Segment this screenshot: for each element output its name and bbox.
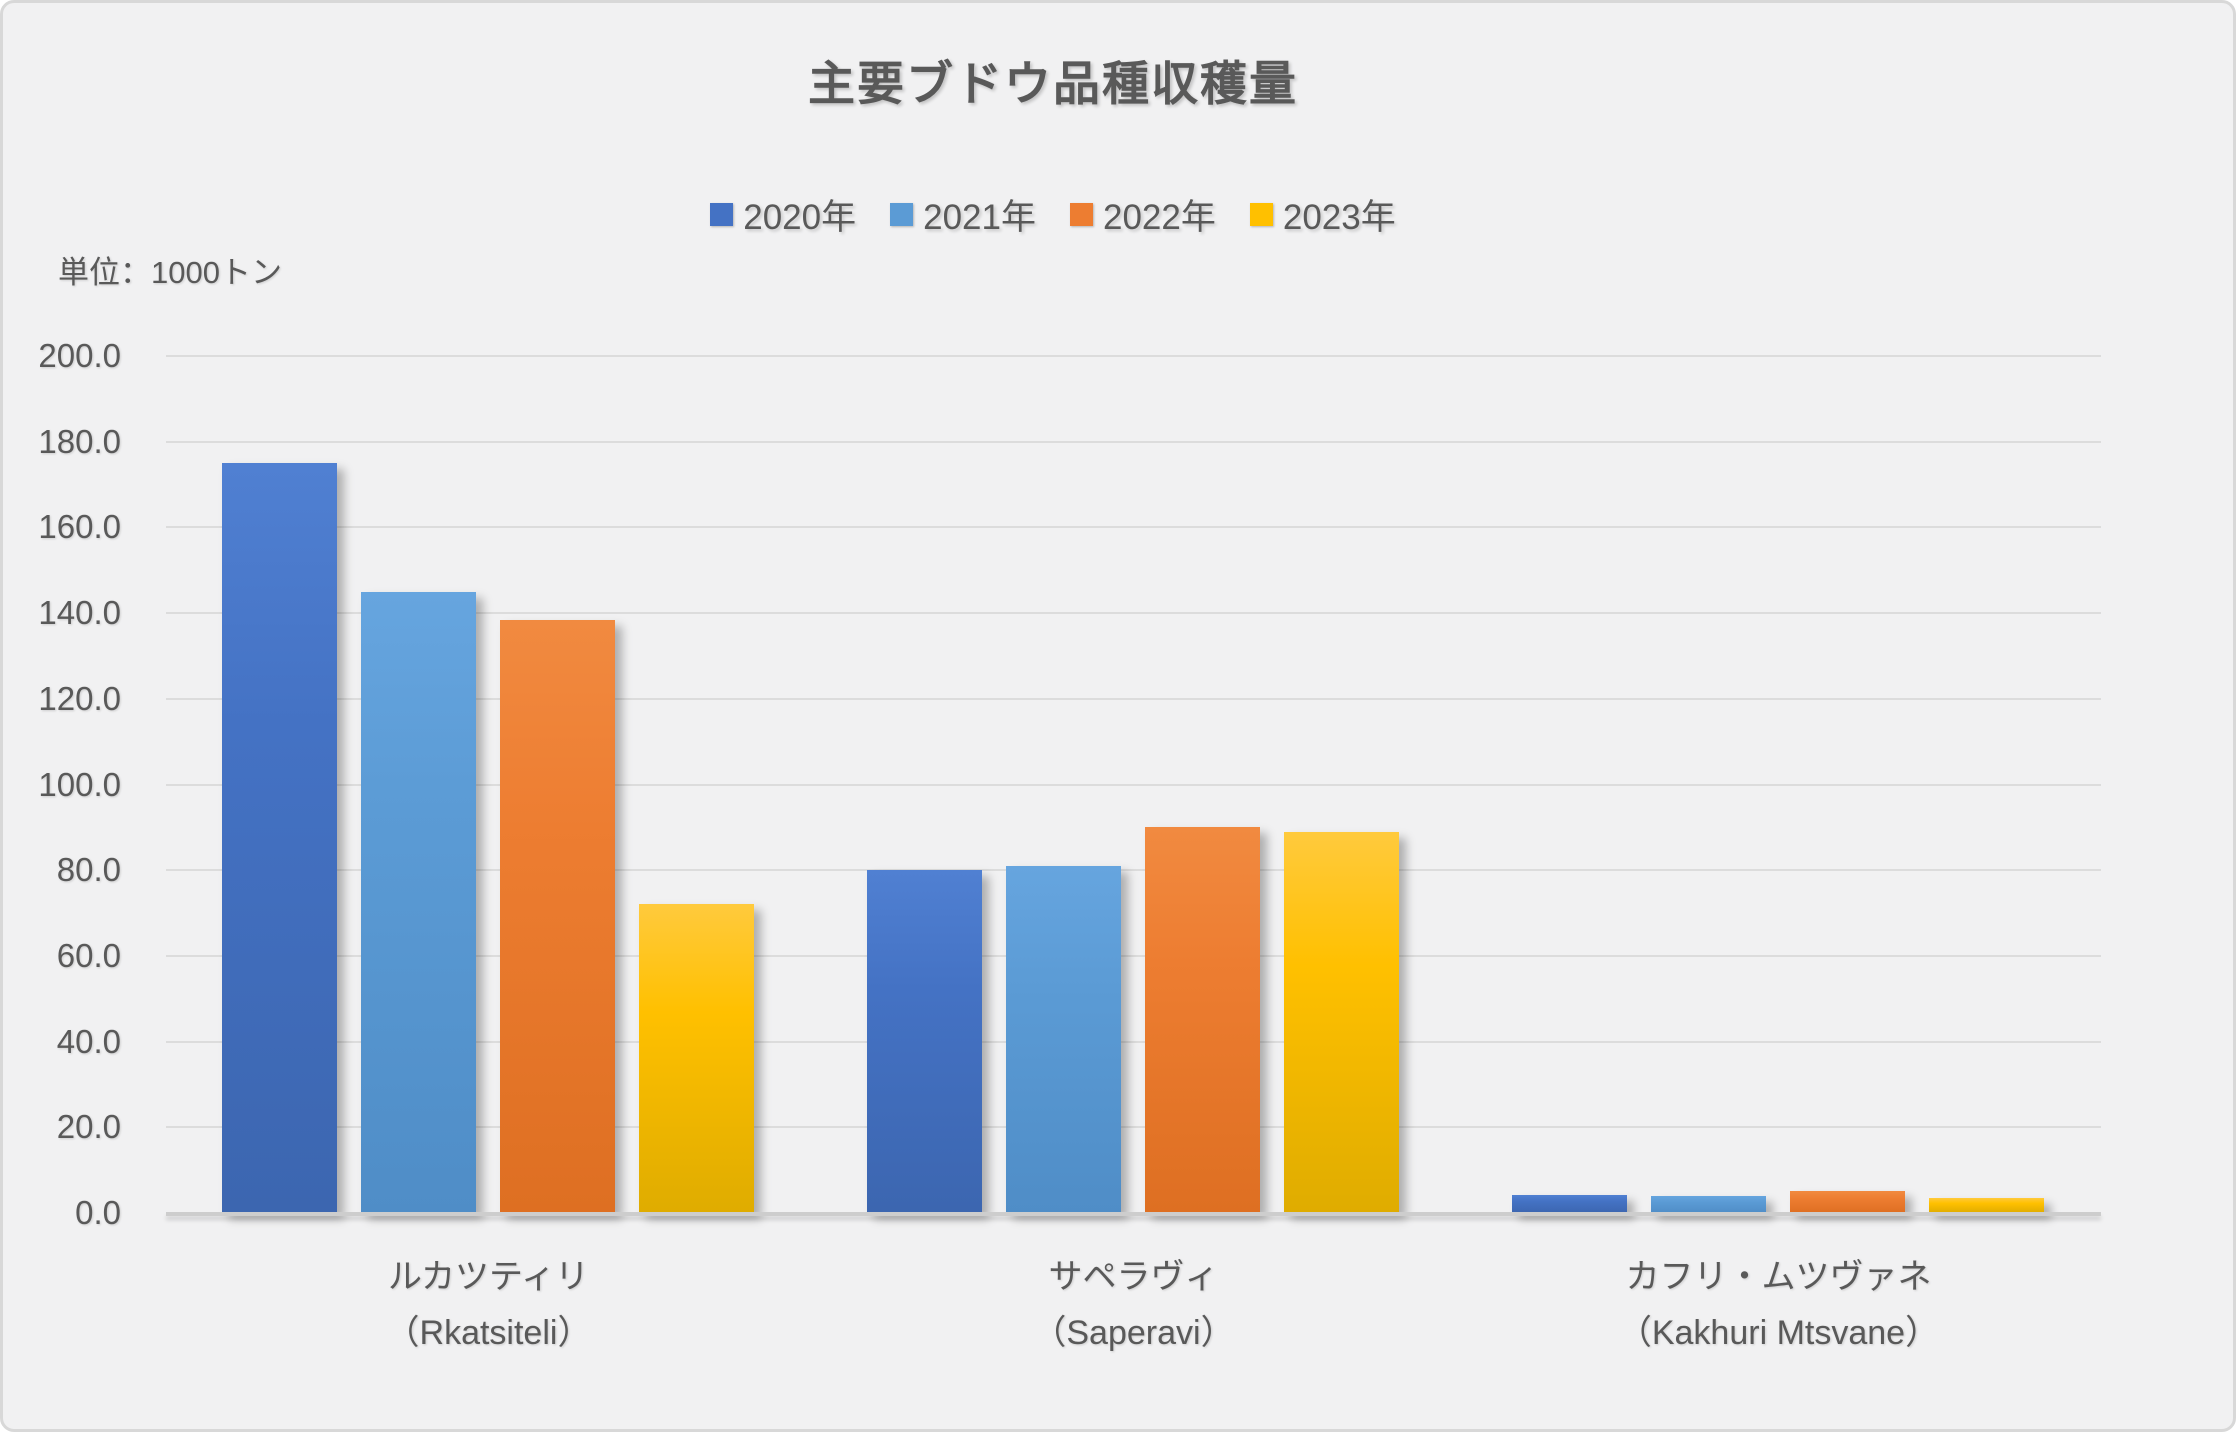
bar-2020年-category-3 [1512,1194,1628,1213]
y-tick-label: 80.0 [56,851,121,889]
y-tick-label: 140.0 [38,594,121,632]
y-tick-label: 200.0 [38,337,121,374]
unit-label: 単位：1000トン [58,255,282,290]
gridline [166,612,2101,615]
legend-swatch-icon [1249,203,1273,226]
category-name-en: （Kakhuri Mtsvane） [1617,1314,1940,1352]
bar-2022年-category-1 [500,619,616,1213]
x-axis-label-2: サペラヴィ （Saperavi） [811,1249,1456,1361]
y-axis-labels: 200.0 180.0 160.0 140.0 120.0 100.0 80.0 60.0 40… [3,337,121,1231]
y-tick-label: 0.0 [75,1194,121,1231]
y-tick-label: 60.0 [56,936,121,974]
bar-2023年-category-2 [1284,831,1400,1213]
bar-2020年-category-1 [222,463,338,1213]
bar-2023年-category-1 [639,904,755,1213]
x-axis-labels: ルカツティリ （Rkatsiteli） サペラヴィ （Saperavi） カフリ・ムツヴ… [166,1249,2101,1361]
legend: 2020年 2021年 2022年 2023年 [3,189,2103,240]
x-axis-label-1: ルカツティリ （Rkatsiteli） [166,1249,811,1361]
bar-2020年-category-2 [867,870,983,1213]
legend-label: 2020年 [743,198,857,237]
category-name-jp: ルカツティリ [388,1258,589,1296]
legend-item-2021年: 2021年 [890,189,1036,240]
bar-2023年-category-3 [1929,1198,2045,1213]
y-tick-label: 100.0 [38,765,121,803]
x-axis-line [166,1212,2101,1216]
bar-2021年-category-2 [1006,865,1122,1213]
legend-label: 2022年 [1103,198,1216,237]
bar-2021年-category-1 [361,591,477,1213]
gridline [166,1126,2101,1129]
legend-label: 2021年 [923,198,1036,237]
gridline [166,440,2101,443]
category-name-en: （Rkatsiteli） [385,1314,592,1352]
gridline [166,355,2101,357]
gridline [166,1040,2101,1043]
y-tick-label: 160.0 [38,508,121,546]
y-tick-label: 40.0 [56,1022,121,1060]
x-axis-label-3: カフリ・ムツヴァネ （Kakhuri Mtsvane） [1456,1249,2101,1361]
gridline [166,526,2101,529]
y-tick-label: 20.0 [56,1108,121,1146]
category-name-en: （Saperavi） [1032,1314,1235,1352]
legend-swatch-icon [1070,203,1093,226]
bar-group-1 [166,356,811,1213]
gridline [166,783,2101,786]
bar-2022年-category-3 [1790,1191,1906,1213]
legend-swatch-icon [890,203,914,226]
legend-label: 2023年 [1282,198,1396,237]
legend-item-2020年: 2020年 [710,189,856,240]
y-tick-label: 180.0 [38,422,121,460]
chart-title: 主要ブドウ品種収穫量 [808,57,1298,110]
gridline [166,697,2101,700]
bar-2022年-category-2 [1145,827,1261,1213]
gridline [166,954,2101,957]
category-name-jp: サペラヴィ [1048,1258,1219,1296]
legend-item-2022年: 2022年 [1070,189,1216,240]
legend-item-2023年: 2023年 [1249,189,1396,240]
bar-2021年-category-3 [1651,1195,1767,1213]
bar-group-2 [811,356,1456,1213]
gridline [166,869,2101,872]
category-name-jp: カフリ・ムツヴァネ [1625,1258,1932,1296]
plot-area [166,355,2101,1216]
bar-group-3 [1456,356,2101,1213]
bar-groups [166,356,2101,1213]
legend-swatch-icon [710,203,734,226]
y-tick-label: 120.0 [38,679,121,717]
